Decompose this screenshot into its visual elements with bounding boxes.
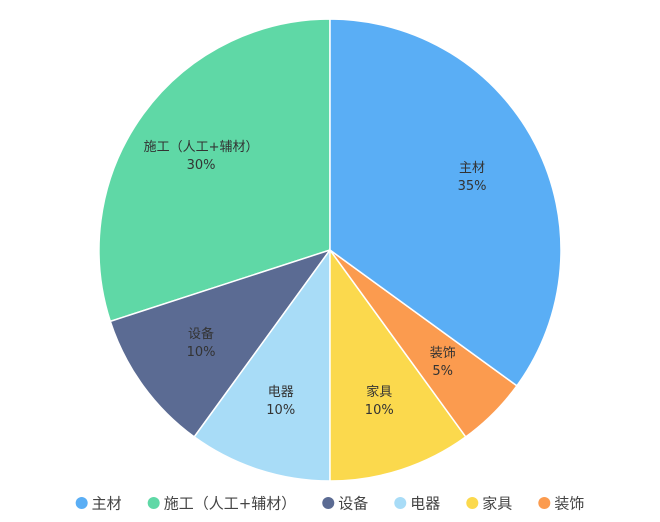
legend-label: 施工（人工+辅材） bbox=[164, 495, 297, 513]
legend-marker bbox=[394, 497, 407, 509]
legend-marker bbox=[322, 497, 335, 509]
pie-slice bbox=[329, 18, 562, 387]
slice-value: 10% bbox=[365, 403, 394, 418]
legend-marker bbox=[466, 497, 479, 509]
legend-marker bbox=[538, 497, 551, 509]
slice-value: 35% bbox=[458, 179, 487, 194]
legend-label: 电器 bbox=[410, 495, 440, 513]
slice-value: 10% bbox=[187, 345, 216, 360]
legend-label: 设备 bbox=[338, 495, 368, 513]
legend-marker bbox=[147, 497, 160, 509]
pie-slice bbox=[329, 247, 467, 482]
slice-value: 30% bbox=[187, 158, 216, 173]
slice-label: 施工（人工+辅材） bbox=[144, 140, 259, 155]
slice-label: 家具 bbox=[366, 384, 392, 400]
pie-slice bbox=[193, 247, 331, 482]
slice-value: 10% bbox=[266, 403, 295, 418]
pie-slice bbox=[109, 248, 332, 438]
legend-marker bbox=[75, 497, 88, 509]
slice-label: 电器 bbox=[268, 385, 294, 400]
slice-value: 5% bbox=[432, 364, 453, 379]
slice-label: 主材 bbox=[459, 161, 485, 176]
legend-label: 家具 bbox=[482, 495, 512, 513]
legend-label: 装饰 bbox=[554, 495, 584, 513]
legend-label: 主材 bbox=[92, 495, 122, 513]
slice-label: 设备 bbox=[188, 326, 214, 342]
pie-slice bbox=[98, 18, 331, 323]
slice-label: 装饰 bbox=[430, 346, 456, 361]
